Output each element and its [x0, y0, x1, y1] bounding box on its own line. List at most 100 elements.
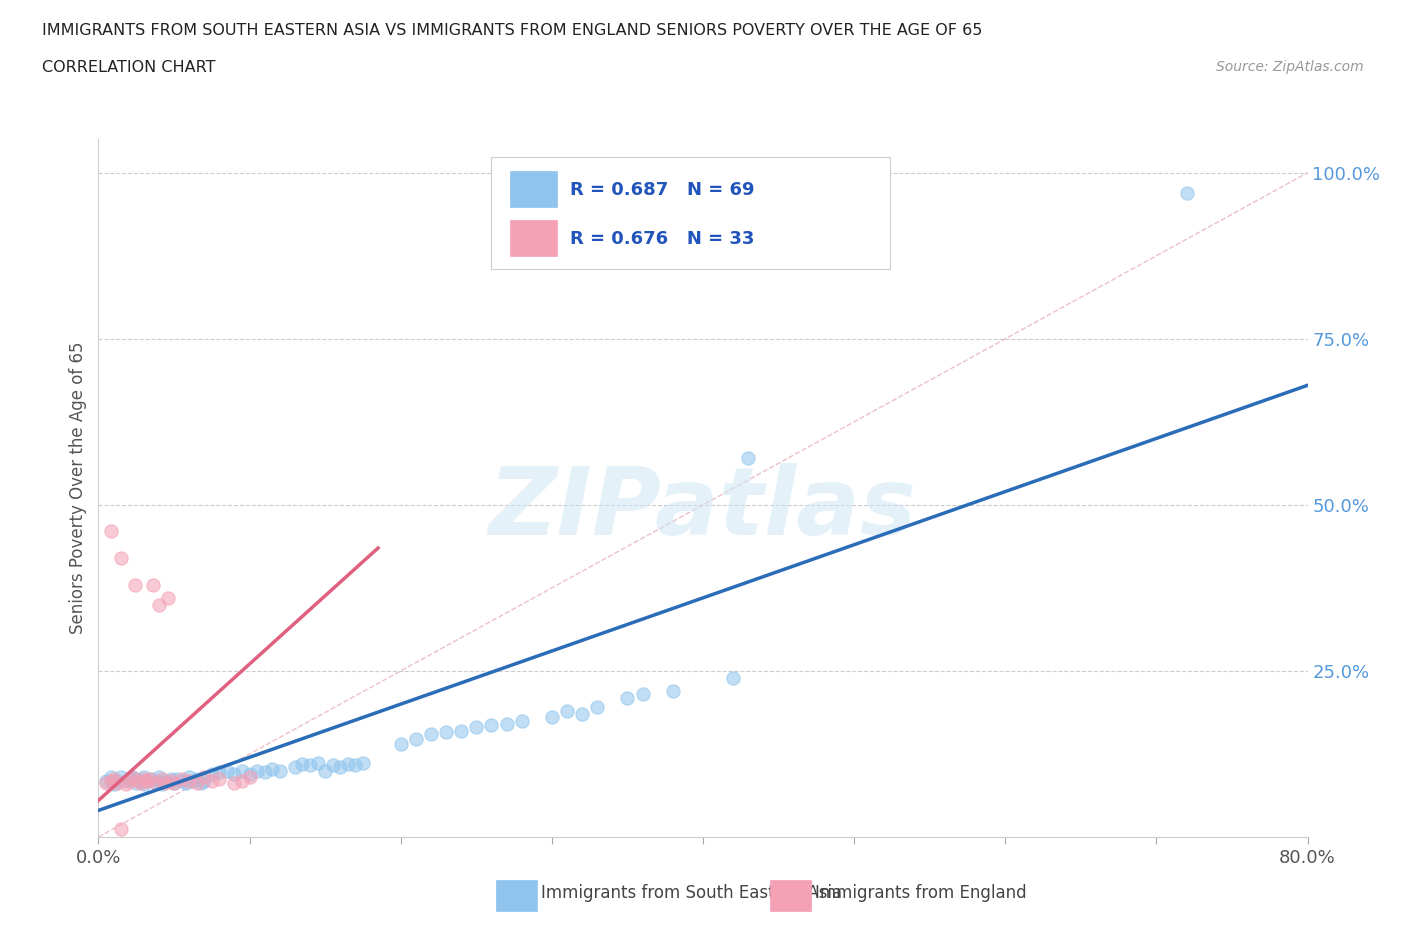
Point: [555, 703, 578, 718]
Point: [193, 773, 215, 788]
Point: [135, 773, 157, 788]
Point: [124, 578, 146, 592]
Point: [163, 775, 186, 790]
Point: [125, 775, 148, 790]
Point: [186, 771, 208, 786]
Point: [155, 773, 177, 788]
Point: [148, 773, 170, 788]
Point: [495, 717, 517, 732]
Point: [121, 770, 143, 785]
Point: [434, 724, 457, 739]
Point: [389, 737, 412, 751]
Point: [132, 777, 155, 791]
Text: Immigrants from South Eastern Asia: Immigrants from South Eastern Asia: [541, 884, 842, 902]
Point: [105, 773, 128, 788]
Point: [166, 771, 188, 786]
Point: [291, 756, 314, 771]
Point: [631, 686, 654, 701]
Point: [299, 758, 322, 773]
Point: [322, 758, 344, 773]
Point: [118, 773, 141, 788]
Point: [174, 775, 197, 790]
Point: [142, 578, 165, 592]
Point: [170, 773, 193, 788]
Point: [145, 775, 167, 790]
Point: [269, 764, 291, 778]
Point: [129, 775, 152, 790]
Point: [156, 591, 179, 605]
Point: [114, 773, 136, 788]
Point: [94, 775, 117, 790]
Point: [481, 718, 503, 733]
Point: [135, 773, 157, 788]
Point: [208, 771, 231, 786]
Point: [110, 551, 132, 565]
Point: [231, 773, 253, 788]
Point: [262, 762, 284, 777]
Point: [336, 756, 359, 771]
Point: [201, 773, 224, 788]
Text: R = 0.687   N = 69: R = 0.687 N = 69: [569, 180, 755, 199]
Text: ZIPatlas: ZIPatlas: [489, 463, 917, 555]
Point: [125, 771, 148, 786]
Point: [215, 764, 238, 778]
Point: [224, 766, 246, 781]
Point: [103, 771, 125, 786]
Point: [163, 775, 186, 790]
Point: [231, 764, 253, 778]
Point: [208, 764, 231, 779]
Point: [465, 720, 488, 735]
Point: [150, 771, 173, 786]
Point: [193, 770, 215, 785]
Point: [141, 771, 163, 786]
Point: [723, 671, 745, 685]
Point: [352, 755, 374, 770]
Point: [105, 775, 128, 790]
Point: [239, 770, 262, 785]
Point: [129, 773, 152, 788]
Point: [616, 690, 638, 705]
Point: [181, 773, 204, 788]
Point: [121, 770, 143, 785]
FancyBboxPatch shape: [509, 171, 557, 207]
Point: [186, 775, 208, 790]
Point: [420, 726, 443, 741]
Point: [540, 710, 562, 724]
Point: [148, 770, 170, 785]
Point: [329, 760, 352, 775]
Point: [100, 524, 122, 538]
Text: Source: ZipAtlas.com: Source: ZipAtlas.com: [1216, 60, 1364, 74]
Point: [170, 771, 193, 786]
Text: Immigrants from England: Immigrants from England: [815, 884, 1028, 902]
Point: [314, 764, 336, 778]
Point: [139, 771, 162, 786]
Point: [586, 700, 609, 715]
Text: R = 0.676   N = 33: R = 0.676 N = 33: [569, 230, 755, 247]
Point: [510, 713, 533, 728]
Point: [253, 764, 276, 779]
Point: [110, 770, 132, 785]
FancyBboxPatch shape: [492, 157, 890, 269]
Point: [110, 821, 132, 836]
Point: [224, 775, 246, 790]
Point: [179, 773, 201, 788]
Point: [132, 770, 155, 785]
Point: [132, 771, 155, 786]
Point: [118, 771, 141, 786]
Point: [1175, 185, 1198, 200]
Point: [150, 777, 173, 791]
Point: [344, 758, 367, 773]
Text: CORRELATION CHART: CORRELATION CHART: [42, 60, 215, 75]
Point: [100, 770, 122, 785]
Point: [307, 755, 329, 770]
Point: [405, 731, 427, 746]
Point: [145, 775, 167, 790]
Point: [201, 766, 224, 781]
Point: [662, 684, 685, 698]
Text: IMMIGRANTS FROM SOUTH EASTERN ASIA VS IMMIGRANTS FROM ENGLAND SENIORS POVERTY OV: IMMIGRANTS FROM SOUTH EASTERN ASIA VS IM…: [42, 23, 983, 38]
FancyBboxPatch shape: [509, 219, 557, 256]
Point: [737, 451, 759, 466]
Point: [450, 724, 472, 738]
Point: [571, 707, 593, 722]
Point: [246, 764, 269, 778]
